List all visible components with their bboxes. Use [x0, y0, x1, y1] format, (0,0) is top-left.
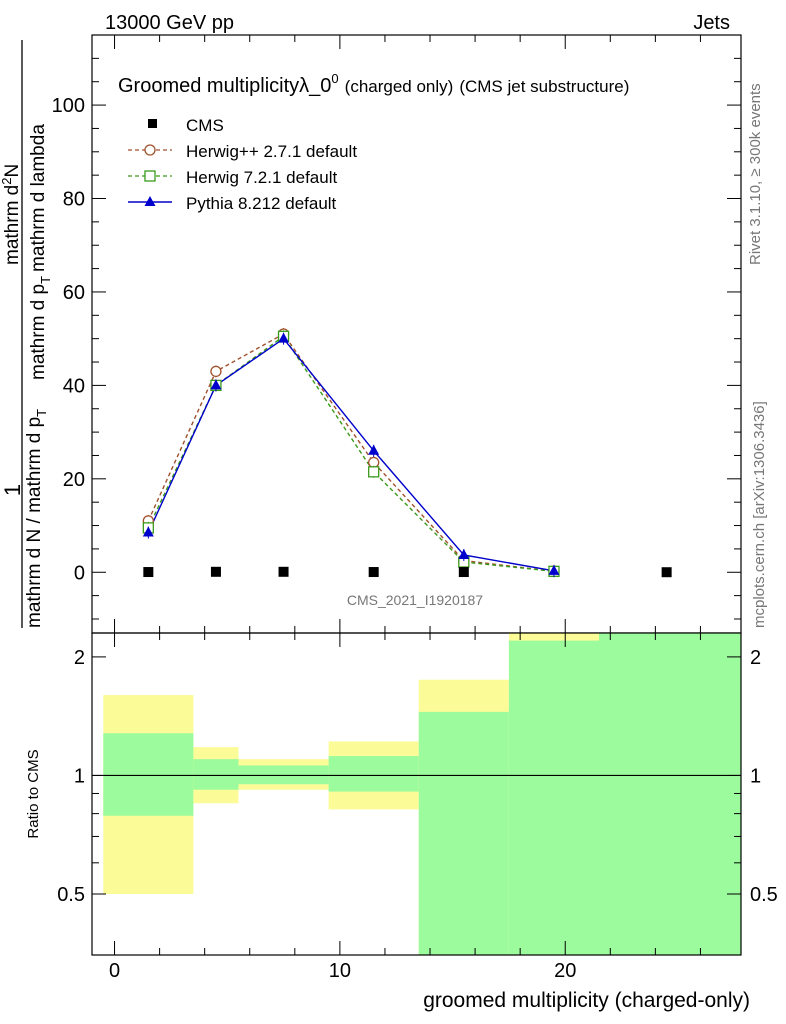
header-right: Jets: [693, 12, 730, 34]
point-pythia: [458, 548, 470, 559]
ratio-y-tick-label: 2: [74, 647, 85, 669]
chart-title-tail: (CMS jet substructure): [459, 77, 629, 96]
x-tick-label: 0: [109, 960, 120, 982]
ratio-y-tick-label-right: 1: [750, 765, 761, 787]
ratio-ticks-layer: 0.5 0.51 12 20 10 20: [57, 633, 778, 982]
rivet-version-label: Rivet 3.1.10, ≥ 300k events: [747, 83, 764, 265]
ylabel-numerator: 1: [0, 484, 25, 496]
y-tick-label: 40: [63, 375, 85, 397]
point-cms: [458, 567, 469, 578]
x-tick-label: 10: [329, 960, 351, 982]
chart-title-main: Groomed multiplicityλ_0: [118, 75, 331, 97]
ratio-y-axis-label: Ratio to CMS: [25, 749, 42, 838]
legend-marker-pythia: [144, 196, 156, 206]
point-cms: [210, 566, 221, 577]
legend-label-herwig7: Herwig 7.2.1 default: [186, 168, 337, 187]
ratio-y-tick-label-right: 0.5: [750, 884, 778, 906]
series-line-pythia: [147, 337, 555, 572]
point-pythia: [368, 444, 380, 455]
ratio-bands-layer: [103, 633, 741, 955]
ylabel-denominator: mathrm d N / mathrm d pT: [24, 409, 49, 628]
ratio-band-green: [508, 640, 600, 955]
ratio-band-green: [328, 756, 419, 792]
point-pythia: [278, 332, 290, 343]
point-cms: [278, 566, 289, 577]
mcplots-source-label: mcplots.cern.ch [arXiv:1306.3436]: [751, 401, 768, 628]
point-pythia: [142, 526, 154, 537]
y-tick-label: 60: [63, 282, 85, 304]
ylabel-bottom-text: mathrm d p: [28, 284, 49, 380]
chart-title: Groomed multiplicityλ_00 (charged only) (C…: [118, 71, 629, 97]
ylabel-denominator-text: mathrm d N / mathrm d p: [24, 417, 45, 628]
ratio-band-green: [599, 633, 741, 955]
header-left: 13000 GeV pp: [105, 12, 234, 34]
legend-marker-cms: [148, 119, 157, 128]
ylabel-bottom: mathrm d pTmathrm d lambda: [28, 124, 53, 380]
main-ticks-layer: 0 20 40 60 80 100: [52, 35, 741, 633]
series-line-herwigpp: [147, 333, 555, 573]
point-herwigpp: [210, 365, 222, 378]
main-y-axis-label: 1 mathrm d N / mathrm d pT mathrm d2N ma…: [0, 40, 53, 628]
ylabel-bottom-tail: mathrm d lambda: [28, 124, 49, 272]
point-cms: [143, 567, 154, 578]
ylabel-top-left: mathrm d: [2, 185, 23, 265]
legend-label-herwigpp: Herwig++ 2.7.1 default: [186, 142, 357, 161]
point-pythia: [210, 379, 222, 390]
ratio-band-green: [193, 759, 239, 790]
legend: CMS Herwig++ 2.7.1 default Herwig 7.2.1 …: [128, 116, 357, 213]
legend-label-cms: CMS: [186, 116, 224, 135]
main-series-layer: [142, 328, 672, 578]
legend-marker-herwigpp: [144, 144, 156, 156]
ratio-y-tick-label: 0.5: [57, 884, 85, 906]
ylabel-top-sup: 2: [0, 178, 14, 185]
chart-title-sup: 0: [331, 71, 338, 86]
ylabel-top-right: N: [2, 164, 23, 178]
point-cms: [661, 567, 672, 578]
chart-title-small: (charged only): [345, 77, 454, 96]
ratio-y-tick-label: 1: [74, 765, 85, 787]
y-tick-label: 0: [74, 562, 85, 584]
y-tick-label: 100: [52, 95, 85, 117]
ratio-band-green: [103, 733, 194, 816]
point-pythia: [548, 564, 560, 575]
series-line-herwig7: [147, 335, 555, 573]
analysis-watermark: CMS_2021_I1920187: [347, 592, 483, 608]
legend-marker-herwig7: [144, 170, 156, 182]
legend-label-pythia: Pythia 8.212 default: [186, 194, 337, 213]
y-tick-label: 20: [63, 469, 85, 491]
y-tick-label: 80: [63, 189, 85, 211]
x-axis-label: groomed multiplicity (charged-only): [423, 989, 750, 1012]
x-tick-label: 20: [554, 960, 576, 982]
point-cms: [368, 567, 379, 578]
point-herwig7: [368, 466, 380, 478]
ylabel-bottom-sub: T: [38, 276, 53, 284]
ylabel-denominator-sub: T: [34, 409, 49, 417]
ratio-y-tick-label-right: 2: [750, 647, 761, 669]
ratio-frame: [91, 632, 742, 956]
ylabel-top: mathrm d2N: [0, 164, 23, 265]
ratio-band-green: [418, 711, 509, 955]
